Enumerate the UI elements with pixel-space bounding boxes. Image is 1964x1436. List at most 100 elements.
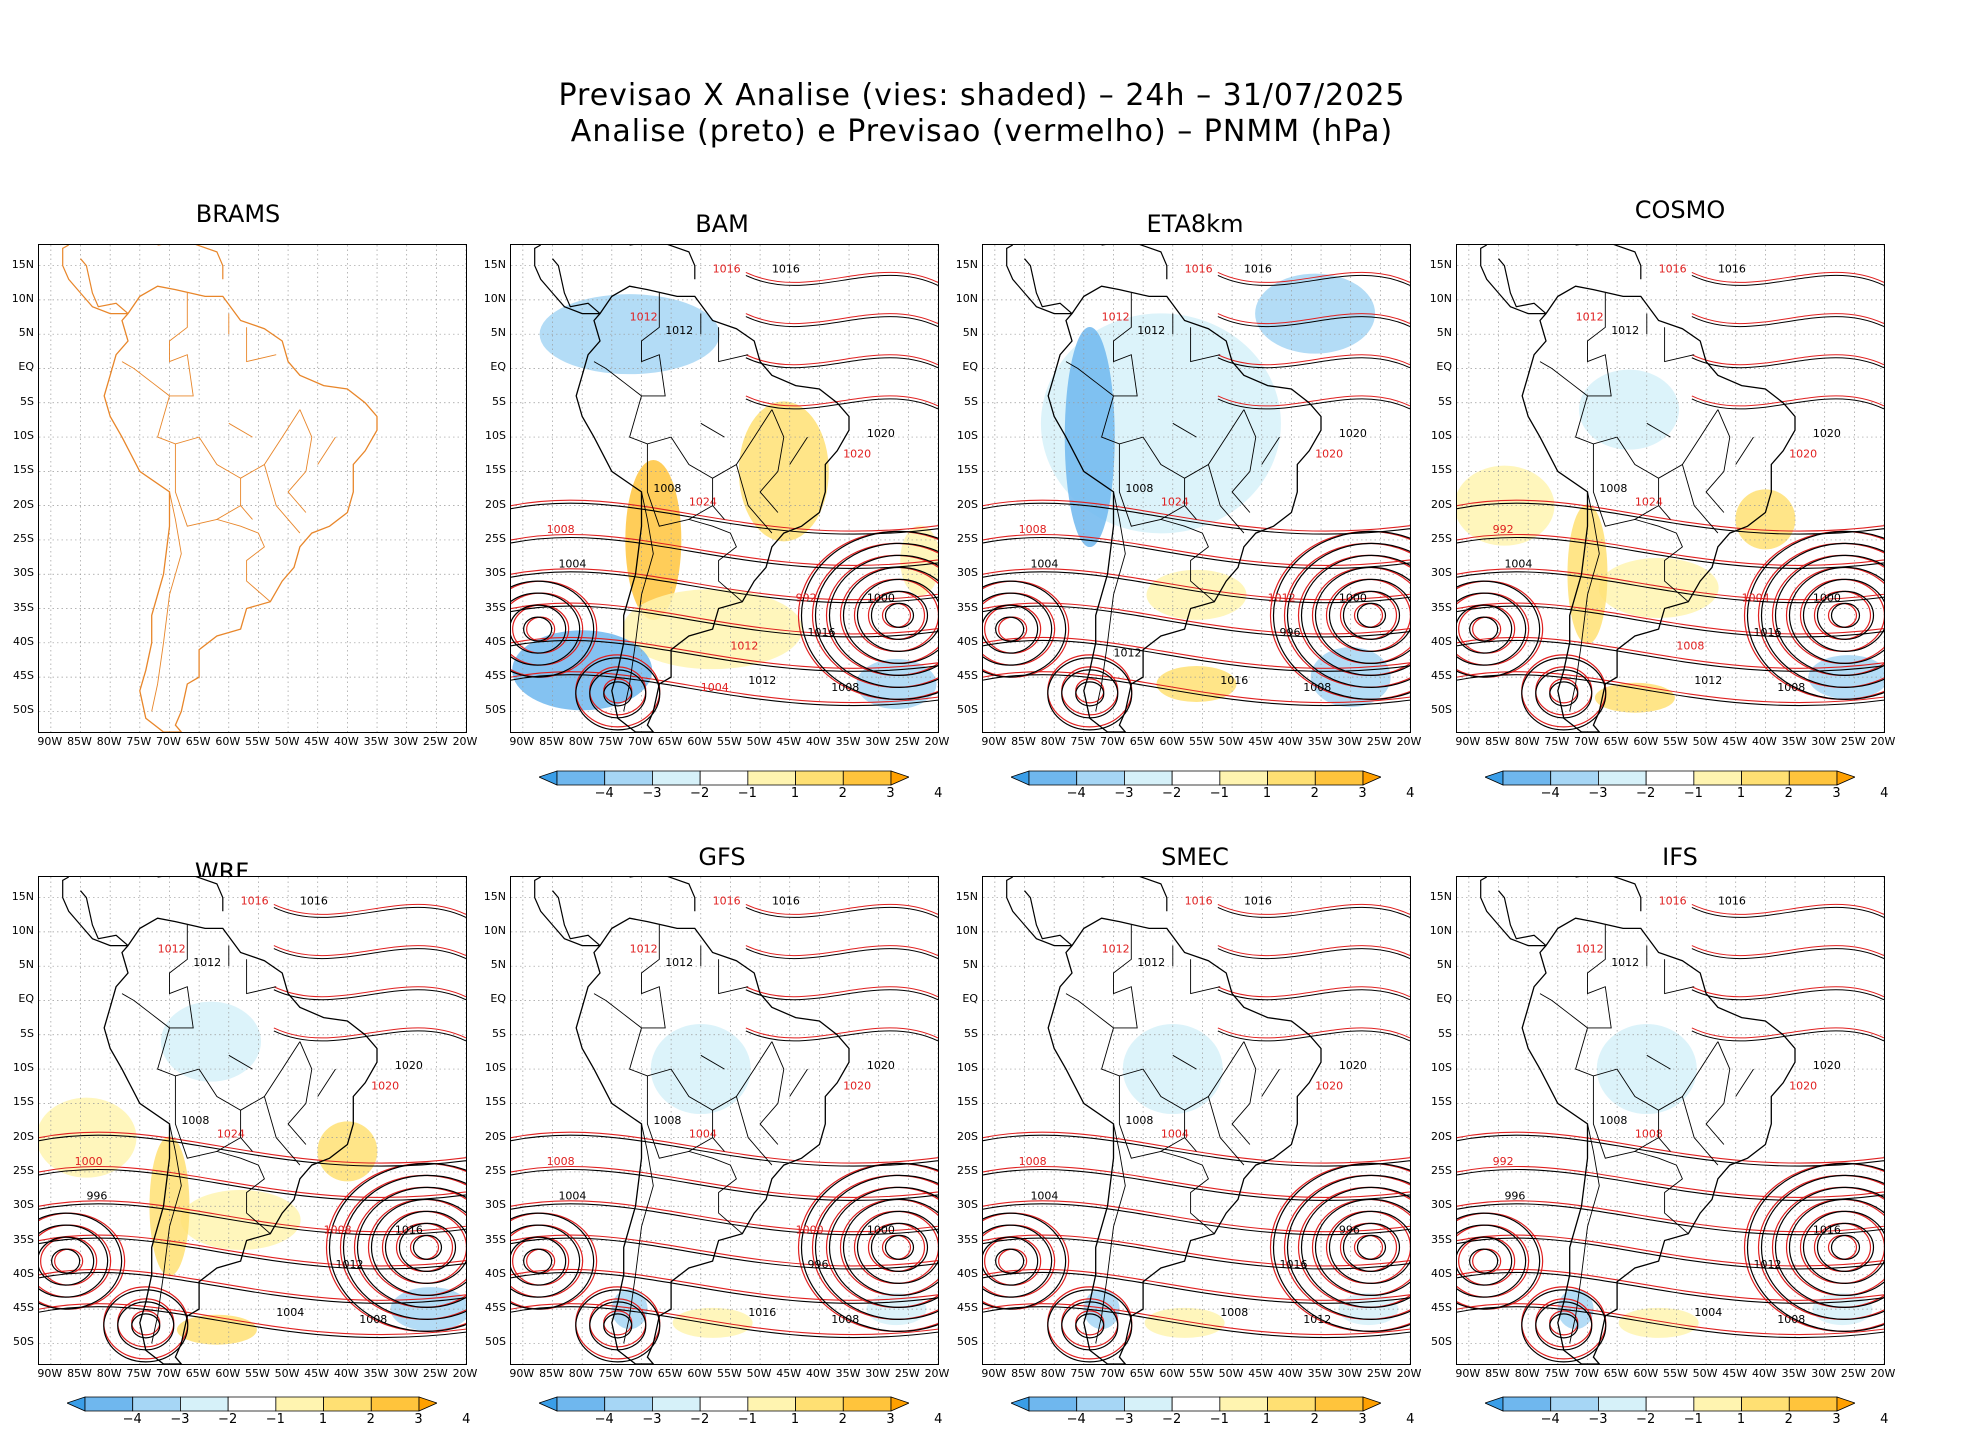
isobar bbox=[1217, 316, 1410, 328]
country-border bbox=[246, 959, 277, 995]
lat-tick-label: 40S bbox=[13, 634, 34, 648]
lon-tick-label: 35W bbox=[1781, 735, 1807, 748]
isobar-label-analysis: 1016 bbox=[748, 1306, 776, 1319]
atlantic-high-ring bbox=[1816, 590, 1875, 640]
colorbar-swatch bbox=[1788, 1396, 1837, 1412]
colorbar-swatch bbox=[131, 1396, 181, 1412]
colorbar-swatch bbox=[1549, 1396, 1599, 1412]
colorbar-wrf: −4 −3 −2 −1 1 2 3 4 bbox=[65, 1396, 470, 1430]
lon-tick-label: 70W bbox=[628, 735, 653, 748]
isobar-label-analysis: 1012 bbox=[193, 956, 221, 969]
colorbar-swatch bbox=[1009, 1396, 1029, 1412]
coastline-south-america bbox=[1047, 917, 1322, 1364]
pacific-low-ring bbox=[39, 1224, 109, 1298]
lon-tick-label: 85W bbox=[1485, 1367, 1510, 1380]
isobar bbox=[1457, 1131, 1884, 1164]
isobar-label-forecast: 1008 bbox=[324, 1224, 352, 1237]
country-border bbox=[246, 327, 277, 363]
isobar-label-analysis: 996 bbox=[1280, 626, 1301, 639]
isobar bbox=[1217, 354, 1410, 366]
colorbar-tick-label: −4 bbox=[594, 786, 614, 801]
isobar bbox=[983, 1168, 1410, 1201]
atlantic-high-ring bbox=[881, 1234, 912, 1260]
colorbar-swatches bbox=[1009, 770, 1382, 786]
lon-tick-label: 85W bbox=[67, 735, 92, 748]
colorbar-tick-label: −3 bbox=[1588, 786, 1608, 801]
country-border bbox=[712, 1041, 773, 1111]
pacific-low-ring bbox=[983, 1236, 1039, 1286]
lon-tick-label: 65W bbox=[1129, 1367, 1155, 1380]
lat-tick-label: 15N bbox=[1429, 889, 1452, 903]
country-border bbox=[623, 1123, 654, 1344]
colorbar-swatch bbox=[890, 1396, 910, 1412]
atlantic-high-ring bbox=[1286, 1174, 1410, 1320]
lat-tick-label: EQ bbox=[962, 992, 978, 1006]
lat-tick-label: EQ bbox=[18, 360, 34, 374]
colorbar-tick-label: −2 bbox=[1162, 1412, 1182, 1427]
colorbar-swatch bbox=[370, 1396, 419, 1412]
colorbar-swatch bbox=[1218, 770, 1268, 786]
map-smec: 1016 1012 1020 1008 1004 996 1016 1008 1012 1016 1… bbox=[982, 876, 1411, 1365]
lon-tick-label: 50W bbox=[274, 1367, 300, 1380]
colorbar-tick-label: −3 bbox=[1114, 1412, 1134, 1427]
coastline-central-america bbox=[1498, 890, 1547, 947]
country-border bbox=[1569, 1123, 1600, 1344]
country-border bbox=[121, 925, 194, 1029]
map-canvas-eta8km: 1016 1012 1020 1008 1004 1000 996 1016 1008 1012 1… bbox=[983, 245, 1410, 732]
isobar bbox=[1217, 357, 1410, 369]
atlantic-high-ring bbox=[881, 602, 912, 628]
isobar-label-analysis: 1016 bbox=[1813, 1224, 1841, 1237]
lon-tick-label: 80W bbox=[96, 1367, 122, 1380]
lon-tick-label: 45W bbox=[1722, 1367, 1748, 1380]
isobar bbox=[273, 986, 466, 998]
lon-tick-label: 90W bbox=[981, 735, 1007, 748]
isobar-label-forecast: 1012 bbox=[1576, 310, 1604, 323]
lat-tick-label: 10S bbox=[1431, 429, 1452, 443]
colorbar-swatch bbox=[322, 1396, 372, 1412]
colorbar-swatch bbox=[1483, 770, 1503, 786]
atlantic-high-ring bbox=[1286, 542, 1410, 688]
isobar-label-analysis: 1000 bbox=[867, 1224, 895, 1237]
lat-tick-label: 35S bbox=[485, 600, 506, 614]
coastline-central-america bbox=[1575, 877, 1642, 912]
country-border bbox=[1735, 436, 1754, 465]
coastline-central-america bbox=[1101, 877, 1168, 912]
isobar-label-analysis: 996 bbox=[1339, 1224, 1360, 1237]
isobar-label-analysis: 1000 bbox=[1339, 592, 1367, 605]
country-border bbox=[1569, 491, 1600, 712]
lon-tick-label: 50W bbox=[274, 735, 300, 748]
country-border bbox=[735, 1096, 773, 1166]
lat-tick-label: 45S bbox=[485, 1301, 506, 1315]
country-border bbox=[1172, 422, 1197, 438]
bias-shading bbox=[625, 459, 682, 620]
isobar-label-forecast: 1020 bbox=[1315, 1080, 1343, 1093]
atlantic-high-ring bbox=[856, 578, 938, 652]
isobar-label-analysis: 1000 bbox=[867, 592, 895, 605]
colorbar-swatch bbox=[842, 1396, 891, 1412]
colorbar-swatch bbox=[537, 770, 557, 786]
colorbar-tick-label: 1 bbox=[1736, 1412, 1746, 1427]
lat-tick-label: 25S bbox=[485, 531, 506, 545]
lon-tick-label: 45W bbox=[1248, 735, 1274, 748]
isobar bbox=[273, 945, 466, 957]
isobar-label-forecast: 1024 bbox=[689, 496, 717, 509]
lat-tick-label: 45S bbox=[13, 1301, 34, 1315]
lat-tick-label: 15S bbox=[1431, 463, 1452, 477]
colorbar-tick-label: −4 bbox=[1540, 1412, 1560, 1427]
lon-tick-label: 60W bbox=[215, 1367, 241, 1380]
isobar bbox=[1217, 274, 1410, 286]
country-border bbox=[700, 1054, 725, 1070]
isobar-label-analysis: 1020 bbox=[395, 1059, 423, 1072]
lat-tick-label: 25S bbox=[485, 1163, 506, 1177]
country-border bbox=[1231, 409, 1257, 513]
lon-tick-label: 30W bbox=[1337, 1367, 1363, 1380]
lon-tick-label: 30W bbox=[393, 1367, 419, 1380]
isobar bbox=[511, 639, 938, 672]
lat-tick-label: EQ bbox=[1436, 360, 1452, 374]
colorbar-swatch bbox=[1836, 770, 1856, 786]
atlantic-high-ring bbox=[1746, 530, 1884, 700]
isobar bbox=[39, 1268, 466, 1301]
isobar bbox=[983, 1237, 1410, 1270]
isobar-label-forecast: 1016 bbox=[241, 894, 269, 907]
lon-tick-label: 60W bbox=[1633, 735, 1659, 748]
